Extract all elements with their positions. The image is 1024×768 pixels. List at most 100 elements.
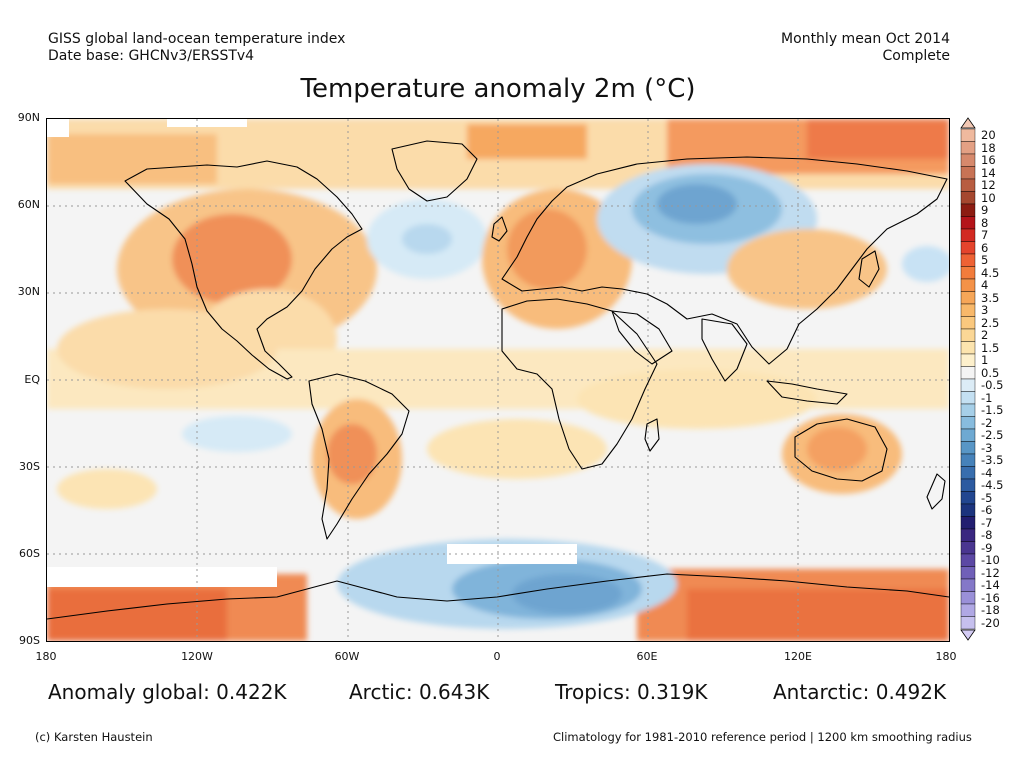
lon-label-180e: 180	[935, 650, 957, 663]
colorbar-level-label: -14	[981, 578, 1000, 593]
missing-data	[47, 119, 577, 587]
lat-label-30n: 30N	[17, 285, 40, 298]
colorbar-cell	[960, 478, 976, 492]
coast-new-zealand	[926, 473, 946, 510]
colorbar-level-label: -4	[981, 465, 993, 480]
colorbar-cell	[960, 341, 976, 355]
colorbar-level-label: -5	[981, 490, 993, 505]
colorbar-cell	[960, 541, 976, 555]
colorbar-level-label: -1	[981, 390, 993, 405]
colorbar-cell	[960, 491, 976, 505]
colorbar-level-label: 4	[981, 278, 989, 293]
colorbar-level-label: 1	[981, 353, 989, 368]
header-left: GISS global land-ocean temperature index…	[48, 31, 345, 65]
field-greenland-hot	[467, 124, 587, 159]
colorbar-level-label: 9	[981, 203, 989, 218]
field-s-atlantic-warm	[427, 419, 607, 479]
field-south-pacific-cool	[182, 416, 292, 452]
coastlines	[47, 140, 949, 620]
colorbar-level-label: -3	[981, 440, 993, 455]
colorbar-level-label: 8	[981, 215, 989, 230]
map-title: Temperature anomaly 2m (°C)	[300, 74, 696, 104]
colorbar-cell	[960, 553, 976, 567]
stat-global: Anomaly global: 0.422K	[48, 680, 287, 704]
stat-tropics: Tropics: 0.319K	[555, 680, 708, 704]
colorbar-level-label: 12	[981, 178, 996, 193]
field-indian-warm	[577, 369, 817, 429]
lon-label-60e: 60E	[636, 650, 658, 663]
colorbar-level-label: 5	[981, 253, 989, 268]
field-australia-hot	[807, 427, 867, 471]
colorbar-level-label: 18	[981, 140, 996, 155]
colorbar-cell	[960, 153, 976, 167]
colorbar-level-label: 16	[981, 153, 996, 168]
colorbar-cell	[960, 128, 976, 142]
missing-antarctic-1	[47, 567, 277, 587]
coast-south-america	[308, 373, 410, 540]
colorbar-cell	[960, 303, 976, 317]
completeness-label: Complete	[882, 48, 950, 64]
colorbar-cell	[960, 391, 976, 405]
coast-india	[701, 318, 748, 382]
missing-arctic-2	[167, 119, 247, 127]
colorbar-level-label: -0.5	[981, 378, 1004, 393]
colorbar-cell	[960, 316, 976, 330]
colorbar-level-label: -16	[981, 590, 1000, 605]
colorbar-cell	[960, 441, 976, 455]
data-base-label: Date base: GHCNv3/ERSSTv4	[48, 48, 255, 64]
colorbar-cell	[960, 616, 976, 630]
field-asia-warm	[727, 229, 887, 309]
copyright-label: (c) Karsten Haustein	[35, 730, 153, 744]
lat-label-60s: 60S	[19, 547, 40, 560]
colorbar-level-label: -2.5	[981, 428, 1004, 443]
anomaly-map	[46, 118, 950, 642]
dataset-title: GISS global land-ocean temperature index	[48, 31, 346, 47]
colorbar-level-label: 2	[981, 328, 989, 343]
colorbar-cell	[960, 453, 976, 467]
colorbar-level-label: -3.5	[981, 453, 1004, 468]
colorbar-cell	[960, 241, 976, 255]
colorbar-level-label: 14	[981, 165, 996, 180]
coast-africa	[501, 298, 658, 470]
colorbar-level-label: 6	[981, 240, 989, 255]
colorbar-cell	[960, 353, 976, 367]
colorbar-cell	[960, 203, 976, 217]
colorbar-cell	[960, 291, 976, 305]
field-arctic-east-hot-2	[807, 119, 949, 159]
colorbar-level-label: 1.5	[981, 340, 1000, 355]
colorbar-level-label: -2	[981, 415, 993, 430]
header-right: Monthly mean Oct 2014 Complete	[781, 31, 950, 65]
lon-label-60w: 60W	[334, 650, 360, 663]
colorbar-cell	[960, 403, 976, 417]
coast-australia	[794, 418, 888, 482]
colorbar-level-label: -20	[981, 615, 1000, 630]
coast-greenland	[391, 140, 478, 202]
colorbar-cell	[960, 578, 976, 592]
colorbar-cell	[960, 278, 976, 292]
colorbar-level-label: 3	[981, 303, 989, 318]
colorbar-level-label: -12	[981, 565, 1000, 580]
coast-uk	[491, 216, 508, 242]
colorbar-level-label: 3.5	[981, 290, 1000, 305]
lon-label-120e: 120E	[784, 650, 812, 663]
colorbar-bottom-arrow	[960, 629, 976, 641]
colorbar-level-label: 0.5	[981, 365, 1000, 380]
colorbar-level-label: -4.5	[981, 478, 1004, 493]
period-label: Monthly mean Oct 2014	[781, 31, 950, 47]
field-pacific-cool	[902, 246, 949, 282]
lat-label-60n: 60N	[17, 198, 40, 211]
coast-madagascar	[644, 418, 660, 452]
colorbar-level-label: 10	[981, 190, 996, 205]
climatology-note: Climatology for 1981-2010 reference peri…	[553, 730, 972, 744]
colorbar-cell	[960, 378, 976, 392]
lon-label-180w: 180	[35, 650, 57, 663]
field-na-hot	[172, 214, 292, 304]
colorbar-level-label: -6	[981, 503, 993, 518]
colorbar-level-label: -10	[981, 553, 1000, 568]
coast-japan	[858, 250, 880, 288]
colorbar-level-label: -18	[981, 603, 1000, 618]
colorbar-cell	[960, 516, 976, 530]
colorbar-cell	[960, 503, 976, 517]
colorbar-cell	[960, 603, 976, 617]
colorbar-level-label: 20	[981, 128, 996, 143]
